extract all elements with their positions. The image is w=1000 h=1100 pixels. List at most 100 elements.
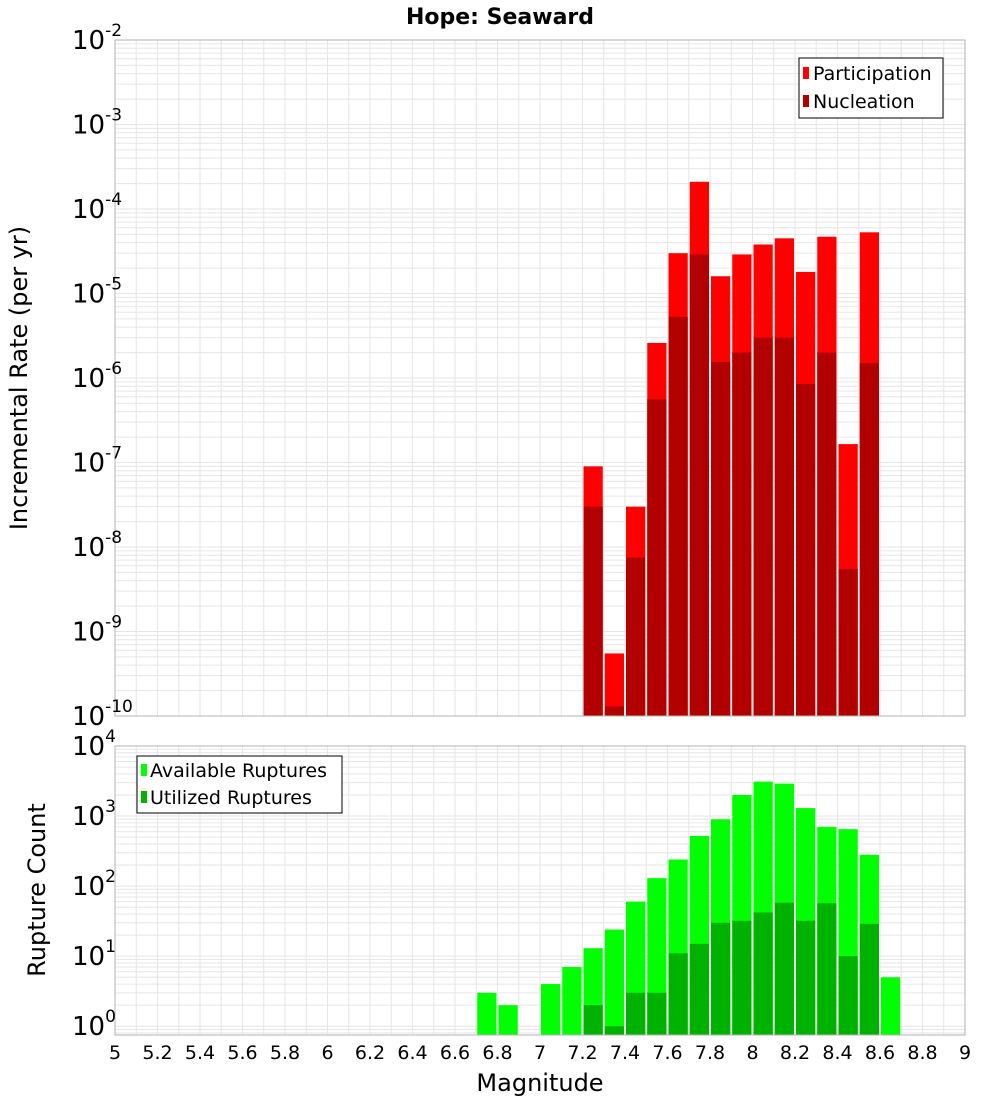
rate-grid — [114, 40, 966, 717]
nucleation-bar — [838, 568, 858, 716]
utilized-legend-swatch — [141, 791, 147, 803]
x-tick-label: 8.6 — [865, 1042, 895, 1064]
rate-y-tick-exp: -2 — [105, 21, 122, 41]
rate-y-tick-exp: -4 — [105, 190, 122, 210]
x-tick-label: 7.6 — [652, 1042, 682, 1064]
participation-legend-label: Participation — [813, 63, 932, 85]
count-y-tick-exp: 1 — [105, 937, 116, 957]
x-tick-label: 8 — [746, 1042, 758, 1064]
x-tick-labels: 5 5.2 5.4 5.6 5.8 6 6.2 6.4 6.6 6.8 7 7.2 7.4 7.6 7.8 8… — [109, 1042, 971, 1064]
count-y-tick-base: 10 — [72, 942, 105, 972]
x-tick-label: 7.2 — [567, 1042, 597, 1064]
count-y-tick-base: 10 — [72, 732, 105, 762]
rate-y-tick-base: 10 — [72, 533, 105, 563]
count-y-tick-exp: 3 — [105, 797, 116, 817]
count-bars — [477, 781, 901, 1035]
x-tick-label: 6.6 — [440, 1042, 470, 1064]
count-legend-box — [136, 755, 343, 814]
utilized-ruptures-bar — [711, 922, 731, 1035]
count-y-tick-exp: 4 — [105, 727, 116, 747]
available-ruptures-bar — [477, 992, 497, 1035]
rate-y-tick-label: 10-10 — [72, 697, 133, 732]
utilized-ruptures-bar — [774, 902, 794, 1035]
x-tick-label: 7.4 — [610, 1042, 640, 1064]
utilized-ruptures-bar — [732, 920, 752, 1035]
rate-y-axis-label: Incremental Rate (per yr) — [5, 226, 33, 530]
utilized-ruptures-bar — [647, 992, 667, 1035]
rate-y-tick-exp: -10 — [105, 697, 133, 717]
nucleation-legend-label: Nucleation — [813, 91, 915, 113]
x-axis-label: Magnitude — [476, 1069, 603, 1097]
rate-y-tick-base: 10 — [72, 702, 105, 732]
rate-legend: Participation Nucleation — [798, 57, 944, 119]
available-ruptures-bar — [562, 967, 582, 1035]
rate-y-tick-base: 10 — [72, 26, 105, 56]
x-tick-label: 6.2 — [355, 1042, 385, 1064]
rate-y-tick-labels: 10-210-310-410-510-610-710-810-910-10 — [72, 21, 133, 732]
utilized-ruptures-bar — [689, 943, 709, 1035]
nucleation-bar — [859, 363, 879, 716]
count-y-tick-label: 100 — [72, 1007, 116, 1042]
rate-y-tick-base: 10 — [72, 618, 105, 648]
rate-panel: 10-210-310-410-510-610-710-810-910-10 In… — [5, 21, 966, 732]
nucleation-bar — [647, 399, 667, 716]
rate-y-tick-label: 10-2 — [72, 21, 122, 56]
rate-y-tick-exp: -5 — [105, 275, 122, 295]
nucleation-bar — [774, 337, 794, 716]
available-ruptures-bar — [604, 929, 624, 1035]
utilized-ruptures-bar — [583, 1005, 603, 1035]
utilized-ruptures-bar — [626, 992, 646, 1035]
chart-title: Hope: Seaward — [406, 5, 594, 30]
rate-y-tick-base: 10 — [72, 280, 105, 310]
available-ruptures-bar — [541, 984, 561, 1035]
x-tick-label: 5.4 — [185, 1042, 215, 1064]
rate-legend-box — [798, 57, 944, 119]
count-y-tick-label: 101 — [72, 937, 116, 972]
nucleation-bar — [796, 383, 816, 716]
rate-y-tick-label: 10-3 — [72, 106, 122, 141]
rate-y-tick-exp: -6 — [105, 359, 122, 379]
x-tick-label: 8.8 — [907, 1042, 937, 1064]
x-tick-label: 5.6 — [227, 1042, 257, 1064]
x-tick-label: 7.8 — [695, 1042, 725, 1064]
x-tick-label: 6 — [321, 1042, 333, 1064]
nucleation-bar — [668, 316, 688, 716]
rate-y-tick-label: 10-9 — [72, 613, 122, 648]
nucleation-bar — [817, 352, 837, 716]
rate-y-tick-exp: -7 — [105, 444, 122, 464]
count-y-tick-label: 102 — [72, 867, 116, 902]
available-ruptures-bar — [881, 977, 901, 1035]
x-tick-label: 9 — [959, 1042, 971, 1064]
utilized-ruptures-bar — [859, 923, 879, 1035]
nucleation-bar — [689, 254, 709, 716]
count-y-tick-base: 10 — [72, 802, 105, 832]
rate-y-tick-exp: -9 — [105, 613, 122, 633]
rate-y-tick-exp: -3 — [105, 106, 122, 126]
rate-y-tick-base: 10 — [72, 195, 105, 225]
rate-y-tick-label: 10-4 — [72, 190, 122, 225]
available-ruptures-bar — [498, 1005, 518, 1035]
utilized-ruptures-bar — [753, 912, 773, 1035]
count-y-tick-exp: 2 — [105, 867, 116, 887]
x-tick-label: 6.8 — [482, 1042, 512, 1064]
x-tick-label: 8.4 — [822, 1042, 852, 1064]
utilized-ruptures-bar — [668, 953, 688, 1035]
rate-y-tick-base: 10 — [72, 364, 105, 394]
rate-y-tick-label: 10-5 — [72, 275, 122, 310]
participation-legend-swatch — [803, 67, 809, 79]
rate-plot-frame — [114, 39, 966, 717]
x-tick-label: 6.4 — [397, 1042, 427, 1064]
count-y-tick-base: 10 — [72, 1012, 105, 1042]
nucleation-bar — [711, 361, 731, 716]
nucleation-bar — [753, 337, 773, 716]
count-plot-frame — [114, 745, 966, 1036]
rate-y-tick-label: 10-7 — [72, 444, 122, 479]
nucleation-legend-swatch — [803, 95, 809, 107]
count-legend: Available Ruptures Utilized Ruptures — [136, 755, 343, 814]
rate-y-tick-base: 10 — [72, 449, 105, 479]
x-tick-label: 5 — [109, 1042, 121, 1064]
rate-y-tick-label: 10-6 — [72, 359, 122, 394]
